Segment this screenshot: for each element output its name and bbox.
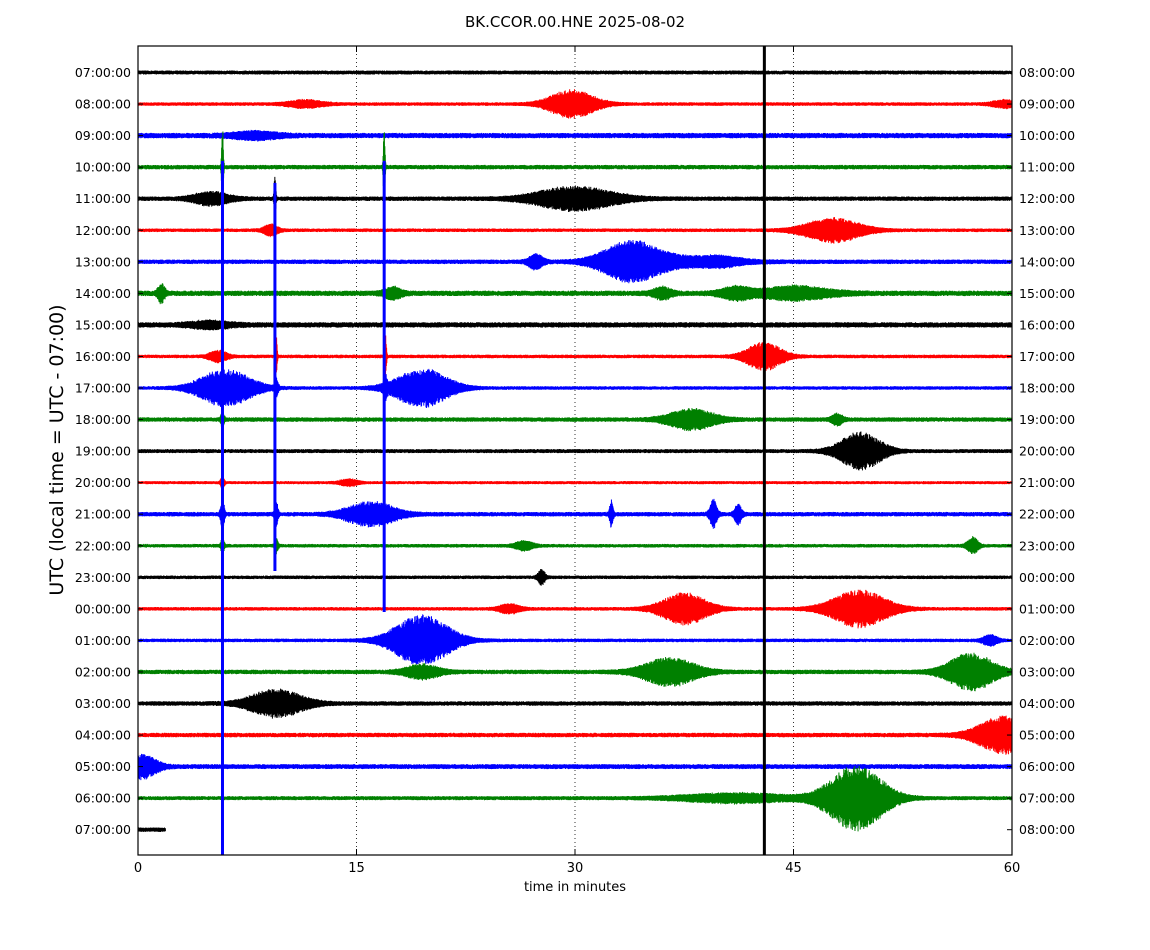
left-time-label: 07:00:00 bbox=[75, 822, 131, 837]
left-time-label: 01:00:00 bbox=[75, 633, 131, 648]
trace-row bbox=[137, 239, 1013, 284]
left-time-label: 04:00:00 bbox=[75, 728, 131, 743]
right-time-label: 12:00:00 bbox=[1019, 191, 1075, 206]
trace-row bbox=[137, 431, 1013, 471]
right-time-label: 08:00:00 bbox=[1019, 65, 1075, 80]
right-time-label: 09:00:00 bbox=[1019, 97, 1075, 112]
trace-row bbox=[137, 319, 1013, 331]
left-time-label: 11:00:00 bbox=[75, 191, 131, 206]
trace-row bbox=[137, 89, 1013, 119]
trace-row bbox=[137, 368, 1013, 408]
right-time-label: 20:00:00 bbox=[1019, 444, 1075, 459]
spikes bbox=[220, 46, 766, 855]
traces bbox=[137, 70, 1013, 832]
left-time-label: 06:00:00 bbox=[75, 791, 131, 806]
right-time-label: 15:00:00 bbox=[1019, 286, 1075, 301]
left-time-labels: 07:00:00 08:00:00 09:00:00 10:00:00 11:00:00… bbox=[75, 65, 143, 837]
trace-row bbox=[137, 753, 1013, 781]
left-time-label: 21:00:00 bbox=[75, 507, 131, 522]
right-time-label: 17:00:00 bbox=[1019, 349, 1075, 364]
right-time-label: 01:00:00 bbox=[1019, 601, 1075, 616]
right-time-label: 04:00:00 bbox=[1019, 696, 1075, 711]
right-time-label: 07:00:00 bbox=[1019, 791, 1075, 806]
trace-row bbox=[137, 407, 1013, 432]
x-tick-label: 45 bbox=[785, 861, 802, 876]
right-time-label: 13:00:00 bbox=[1019, 223, 1075, 238]
left-time-label: 16:00:00 bbox=[75, 349, 131, 364]
trace-row bbox=[137, 569, 1013, 586]
trace-row bbox=[137, 131, 1013, 210]
trace-row bbox=[137, 536, 1013, 555]
left-time-label: 09:00:00 bbox=[75, 128, 131, 143]
left-time-label: 22:00:00 bbox=[75, 538, 131, 553]
x-tick-label: 15 bbox=[348, 861, 365, 876]
left-time-label: 03:00:00 bbox=[75, 696, 131, 711]
trace-row bbox=[137, 498, 1013, 529]
x-ticks: 0 15 30 45 60 bbox=[134, 46, 1020, 876]
left-time-label: 02:00:00 bbox=[75, 664, 131, 679]
trace-row bbox=[137, 688, 1013, 719]
trace-row bbox=[137, 335, 1013, 380]
left-time-label: 12:00:00 bbox=[75, 223, 131, 238]
trace-row bbox=[137, 652, 1013, 692]
trace-row bbox=[137, 129, 1013, 142]
right-time-label: 23:00:00 bbox=[1019, 538, 1075, 553]
x-tick-label: 30 bbox=[567, 861, 584, 876]
left-time-label: 07:00:00 bbox=[75, 65, 131, 80]
chart-title: BK.CCOR.00.HNE 2025-08-02 bbox=[465, 13, 685, 31]
right-time-label: 14:00:00 bbox=[1019, 254, 1075, 269]
trace-row bbox=[137, 827, 166, 832]
left-time-label: 19:00:00 bbox=[75, 444, 131, 459]
trace-row bbox=[137, 589, 1013, 629]
left-time-label: 23:00:00 bbox=[75, 570, 131, 585]
right-time-label: 10:00:00 bbox=[1019, 128, 1075, 143]
right-time-label: 19:00:00 bbox=[1019, 412, 1075, 427]
right-time-label: 18:00:00 bbox=[1019, 381, 1075, 396]
left-time-label: 05:00:00 bbox=[75, 759, 131, 774]
left-time-label: 08:00:00 bbox=[75, 97, 131, 112]
left-time-label: 14:00:00 bbox=[75, 286, 131, 301]
right-time-label: 16:00:00 bbox=[1019, 317, 1075, 332]
left-time-label: 20:00:00 bbox=[75, 475, 131, 490]
x-tick-label: 0 bbox=[134, 861, 142, 876]
trace-row bbox=[137, 283, 1013, 305]
right-time-label: 22:00:00 bbox=[1019, 507, 1075, 522]
right-time-label: 11:00:00 bbox=[1019, 160, 1075, 175]
left-time-label: 17:00:00 bbox=[75, 381, 131, 396]
trace-row bbox=[137, 70, 1013, 75]
left-time-label: 13:00:00 bbox=[75, 254, 131, 269]
right-time-label: 21:00:00 bbox=[1019, 475, 1075, 490]
right-time-label: 03:00:00 bbox=[1019, 664, 1075, 679]
x-axis-label: time in minutes bbox=[524, 880, 626, 895]
right-time-labels: 08:00:00 09:00:00 10:00:00 11:00:00 12:00:00… bbox=[1007, 65, 1075, 837]
right-time-label: 05:00:00 bbox=[1019, 728, 1075, 743]
trace-row bbox=[137, 217, 1013, 244]
trace-row bbox=[137, 765, 1013, 832]
x-tick-label: 60 bbox=[1004, 861, 1021, 876]
trace-row bbox=[137, 475, 1013, 489]
right-time-label: 06:00:00 bbox=[1019, 759, 1075, 774]
trace-row bbox=[137, 614, 1013, 665]
trace-row bbox=[137, 715, 1013, 755]
left-time-label: 10:00:00 bbox=[75, 160, 131, 175]
left-time-label: 18:00:00 bbox=[75, 412, 131, 427]
right-time-label: 00:00:00 bbox=[1019, 570, 1075, 585]
y-axis-label: UTC (local time = UTC - 07:00) bbox=[46, 304, 68, 595]
left-time-label: 00:00:00 bbox=[75, 601, 131, 616]
right-time-label: 02:00:00 bbox=[1019, 633, 1075, 648]
left-time-label: 15:00:00 bbox=[75, 317, 131, 332]
trace-row bbox=[137, 176, 1013, 217]
right-time-label: 08:00:00 bbox=[1019, 822, 1075, 837]
